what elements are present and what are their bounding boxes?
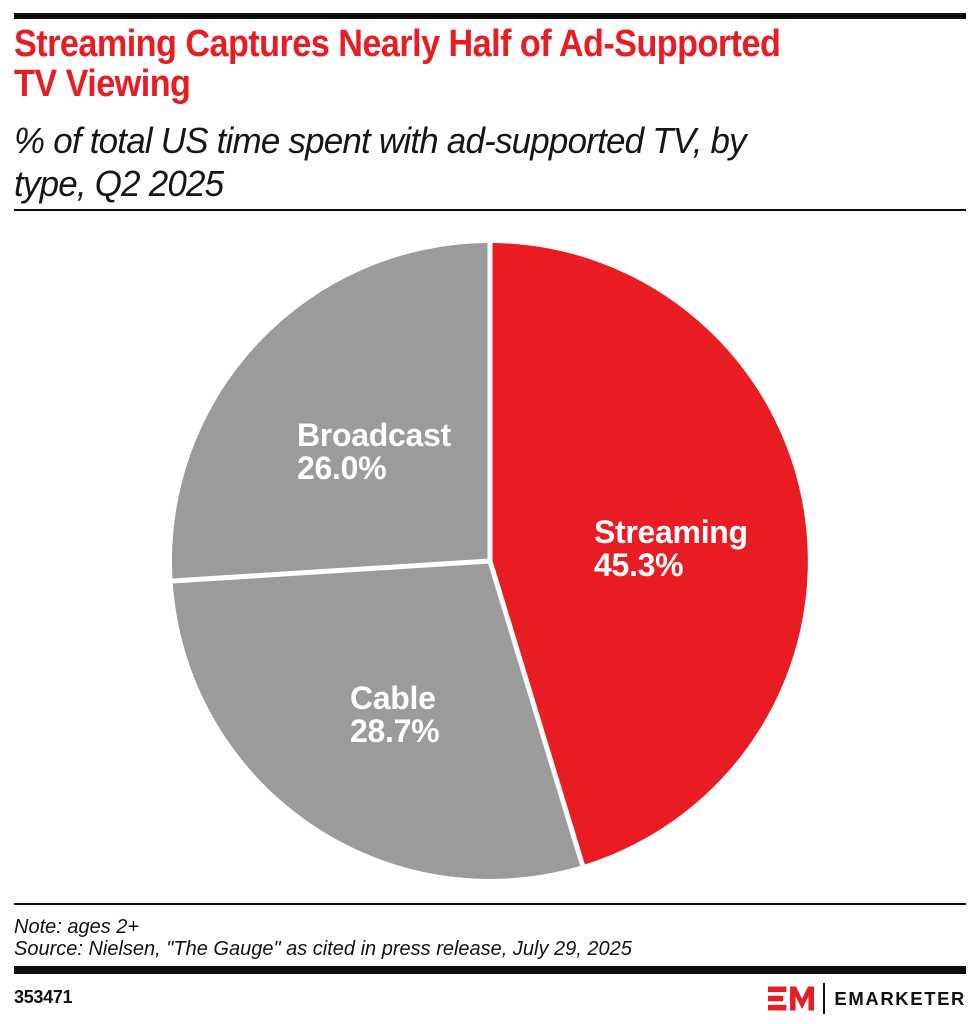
pie-slice-cable [172,561,583,879]
chart-title: Streaming Captures Nearly Half of Ad-Sup… [14,23,781,105]
pie-label-broadcast-name: Broadcast [297,417,451,453]
brand-logo: EMARKETER [768,982,966,1014]
chart-id: 353471 [14,987,73,1007]
chart-title-line-2: TV Viewing [14,63,191,105]
source-text: Source: Nielsen, "The Gauge" as cited in… [14,938,632,960]
pie-label-broadcast: Broadcast 26.0% [297,419,451,485]
top-accent-bar [14,13,966,19]
chart-subtitle: % of total US time spent with ad-support… [14,119,747,205]
pie-label-cable-name: Cable [350,680,436,716]
note-divider [14,903,966,905]
pie-label-broadcast-value: 26.0% [297,450,387,486]
pie-slice-streaming [490,243,808,866]
pie-chart [171,243,808,879]
chart-title-line-1: Streaming Captures Nearly Half of Ad-Sup… [14,23,781,65]
brand-name: EMARKETER [834,987,966,1009]
pie-slice-divider [172,558,491,584]
brand-divider-line [823,982,826,1014]
pie-label-cable-value: 28.7% [350,713,440,749]
emarketer-em-icon [768,986,815,1010]
header-divider [14,209,966,211]
chart-subtitle-line-2: type, Q2 2025 [14,163,224,204]
chart-subtitle-line-1: % of total US time spent with ad-support… [14,120,747,161]
pie-label-streaming: Streaming 45.3% [594,516,748,582]
pie-slice-divider [487,560,585,866]
pie-label-cable: Cable 28.7% [350,680,440,749]
footer-bar [14,966,966,974]
note-text: Note: ages 2+ [14,916,140,938]
pie-label-streaming-value: 45.3% [594,547,684,583]
pie-slice-broadcast [171,243,490,581]
pie-label-streaming-name: Streaming [594,514,748,550]
